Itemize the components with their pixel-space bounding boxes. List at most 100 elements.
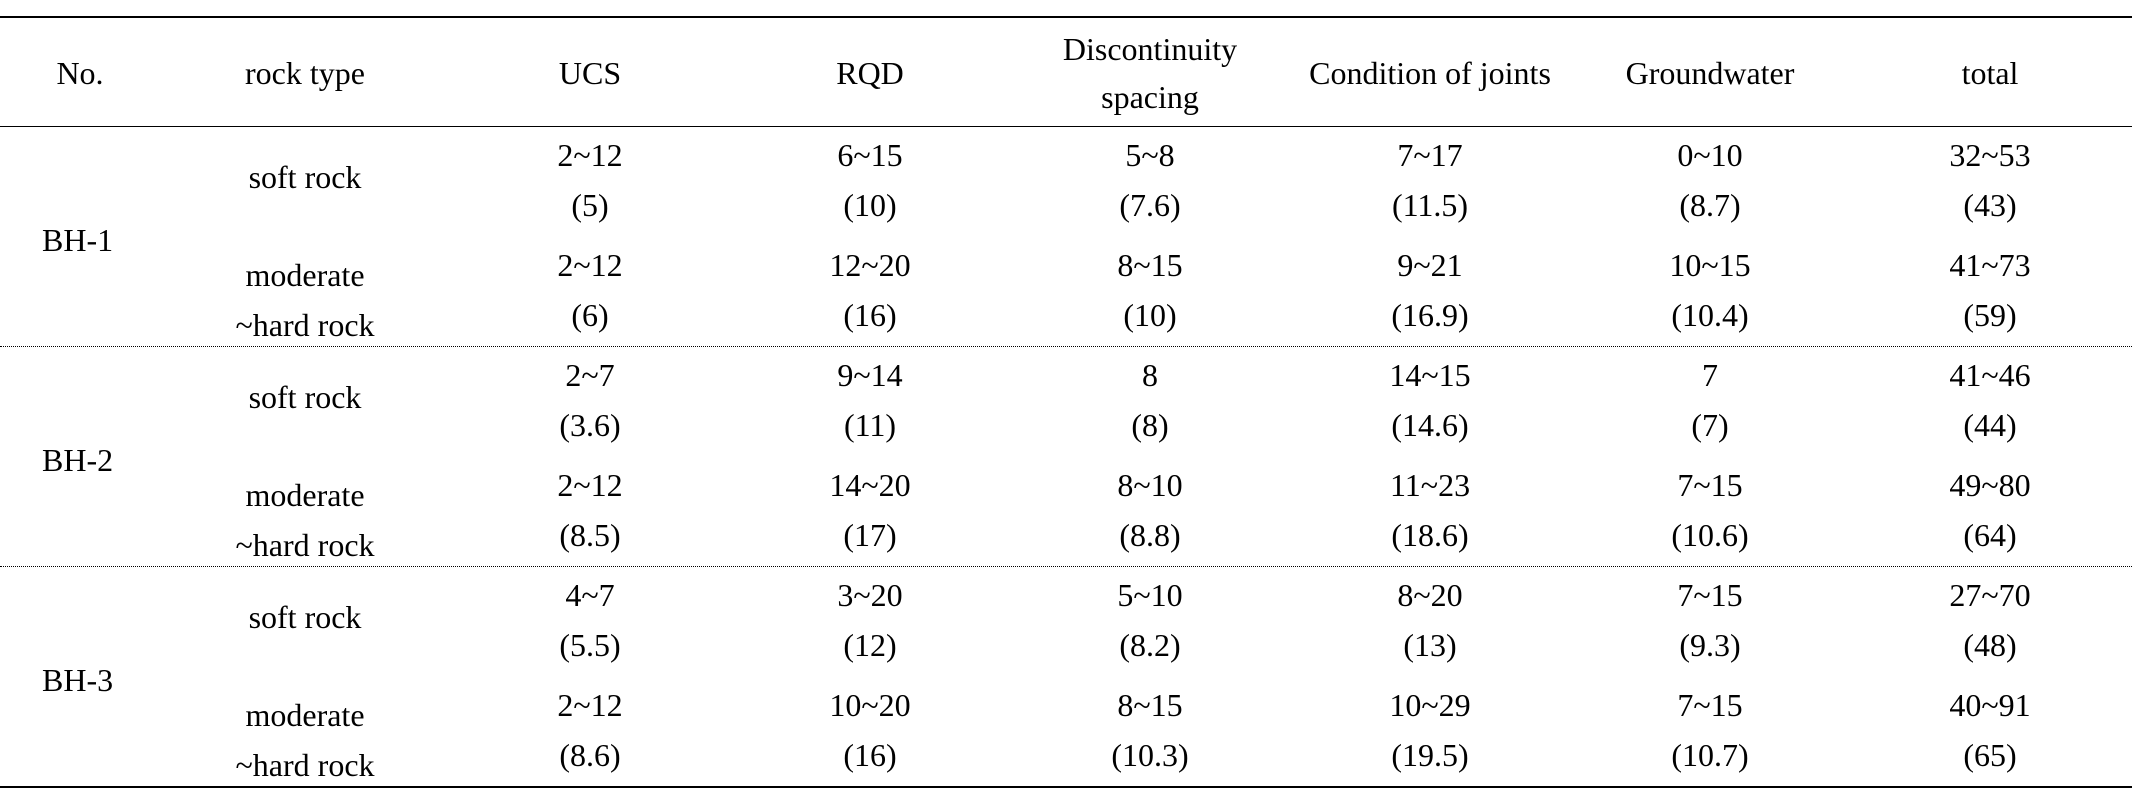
ucs-cell: 2~12 (8.5) [480,460,700,560]
rock-type-text: ~hard rock [235,527,375,563]
header-discontinuity-spacing: Discontinuity spacing [1040,28,1260,118]
gw-mean: (10.6) [1671,517,1749,553]
table-top-rule [0,16,2132,18]
gw-range: 7 [1702,357,1718,393]
ucs-range: 2~12 [557,467,623,503]
total-mean: (44) [1963,407,2017,443]
rock-type-text: ~hard rock [235,747,375,783]
rock-type-cell: soft rock [170,372,440,422]
header-no: No. [20,28,140,118]
rock-type-cell: soft rock [170,592,440,642]
ucs-mean: (8.6) [559,737,621,773]
header-groundwater: Groundwater [1600,28,1820,118]
ucs-mean: (6) [571,297,609,333]
ucs-range: 2~7 [565,357,615,393]
header-condition-label: Condition of joints [1309,55,1551,91]
total-range: 41~73 [1949,247,2031,283]
header-disc-line1: Discontinuity [1062,31,1238,67]
total-cell: 49~80 (64) [1880,460,2100,560]
gw-range: 7~15 [1677,687,1743,723]
rqd-mean: (11) [843,407,897,443]
total-cell: 41~46 (44) [1880,350,2100,450]
header-ucs: UCS [480,28,700,118]
disc-cell: 8~15 (10) [1040,240,1260,340]
gw-cell: 7 (7) [1600,350,1820,450]
cond-range: 8~20 [1397,577,1463,613]
disc-cell: 8 (8) [1040,350,1260,450]
rqd-mean: (17) [843,517,897,553]
cond-mean: (14.6) [1391,407,1469,443]
cond-mean: (16.9) [1391,297,1469,333]
total-cell: 41~73 (59) [1880,240,2100,340]
rqd-range: 14~20 [829,467,911,503]
disc-range: 5~8 [1125,137,1175,173]
cond-mean: (18.6) [1391,517,1469,553]
header-condition-of-joints: Condition of joints [1290,28,1570,118]
disc-mean: (10.3) [1111,737,1189,773]
total-cell: 32~53 (43) [1880,130,2100,230]
gw-cell: 7~15 (9.3) [1600,570,1820,670]
total-cell: 27~70 (48) [1880,570,2100,670]
ucs-range: 2~12 [557,137,623,173]
cond-range: 11~23 [1389,467,1471,503]
gw-mean: (10.7) [1671,737,1749,773]
header-groundwater-label: Groundwater [1625,55,1795,91]
rock-type-text: soft rock [248,159,362,195]
gw-mean: (7) [1691,407,1729,443]
gw-mean: (9.3) [1679,627,1741,663]
ucs-mean: (5) [571,187,609,223]
header-no-label: No. [56,55,104,91]
cond-mean: (19.5) [1391,737,1469,773]
rock-type-text: ~hard rock [235,307,375,343]
disc-mean: (8.2) [1119,627,1181,663]
gw-mean: (8.7) [1679,187,1741,223]
ucs-range: 2~12 [557,247,623,283]
total-range: 32~53 [1949,137,2031,173]
rock-type-text: moderate [245,477,365,513]
group-separator [0,566,2132,567]
ucs-cell: 2~12 (6) [480,240,700,340]
ucs-cell: 2~12 (8.6) [480,680,700,780]
disc-range: 8 [1142,357,1158,393]
total-mean: (64) [1963,517,2017,553]
header-total-label: total [1961,55,2019,91]
cond-range: 7~17 [1397,137,1463,173]
disc-cell: 5~10 (8.2) [1040,570,1260,670]
cond-mean: (11.5) [1391,187,1469,223]
rqd-range: 3~20 [837,577,903,613]
borehole-label: BH-3 [42,662,114,698]
rqd-mean: (10) [843,187,897,223]
rqd-cell: 9~14 (11) [760,350,980,450]
rqd-mean: (16) [843,737,897,773]
rqd-cell: 10~20 (16) [760,680,980,780]
disc-mean: (8) [1131,407,1169,443]
total-cell: 40~91 (65) [1880,680,2100,780]
disc-cell: 8~10 (8.8) [1040,460,1260,560]
header-rqd-label: RQD [836,55,904,91]
total-range: 41~46 [1949,357,2031,393]
ucs-mean: (5.5) [559,627,621,663]
disc-mean: (7.6) [1119,187,1181,223]
disc-cell: 5~8 (7.6) [1040,130,1260,230]
cond-cell: 10~29 (19.5) [1290,680,1570,780]
ucs-mean: (3.6) [559,407,621,443]
cond-cell: 9~21 (16.9) [1290,240,1570,340]
rqd-mean: (16) [843,297,897,333]
gw-cell: 7~15 (10.6) [1600,460,1820,560]
table-bottom-rule [0,786,2132,788]
gw-range: 0~10 [1677,137,1743,173]
rqd-cell: 12~20 (16) [760,240,980,340]
header-total: total [1880,28,2100,118]
cond-range: 14~15 [1389,357,1471,393]
disc-range: 8~15 [1117,687,1183,723]
ucs-range: 4~7 [565,577,615,613]
rock-type-text: moderate [245,697,365,733]
rqd-mean: (12) [843,627,897,663]
gw-range: 7~15 [1677,467,1743,503]
rqd-cell: 14~20 (17) [760,460,980,560]
gw-range: 7~15 [1677,577,1743,613]
cond-cell: 11~23 (18.6) [1290,460,1570,560]
disc-mean: (10) [1123,297,1177,333]
rqd-cell: 3~20 (12) [760,570,980,670]
disc-mean: (8.8) [1119,517,1181,553]
